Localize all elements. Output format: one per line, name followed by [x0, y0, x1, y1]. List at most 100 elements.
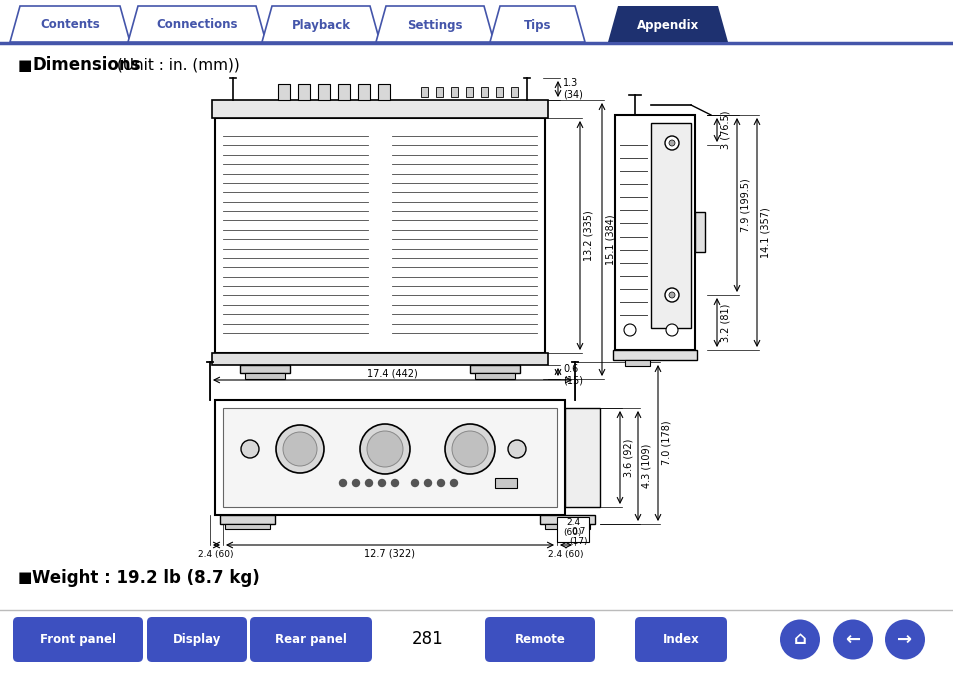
Circle shape	[832, 620, 872, 660]
Polygon shape	[490, 6, 584, 42]
Text: Tips: Tips	[523, 18, 551, 32]
Circle shape	[359, 424, 410, 474]
Polygon shape	[607, 6, 727, 42]
Text: ←: ←	[844, 631, 860, 649]
Bar	[615, 115, 695, 350]
Bar	[511, 87, 517, 97]
Circle shape	[664, 288, 679, 302]
Text: 17.4 (442): 17.4 (442)	[367, 368, 417, 378]
Bar	[557, 517, 588, 542]
Circle shape	[391, 479, 398, 487]
Circle shape	[452, 431, 488, 467]
Bar	[240, 365, 290, 373]
Circle shape	[437, 479, 444, 487]
Bar	[245, 373, 285, 379]
FancyBboxPatch shape	[635, 617, 726, 662]
Bar	[496, 87, 502, 97]
Circle shape	[780, 620, 820, 660]
Text: ■: ■	[18, 57, 32, 73]
Bar	[539, 515, 595, 524]
Circle shape	[339, 479, 346, 487]
Circle shape	[367, 431, 402, 467]
Circle shape	[241, 440, 258, 458]
Bar	[337, 84, 350, 100]
FancyBboxPatch shape	[147, 617, 247, 662]
Circle shape	[275, 425, 324, 473]
Bar	[695, 212, 704, 252]
Text: 0.7
(17): 0.7 (17)	[569, 527, 588, 546]
Bar	[317, 84, 330, 100]
Text: 7.9 (199.5): 7.9 (199.5)	[740, 178, 750, 232]
Circle shape	[283, 432, 316, 466]
Bar	[470, 365, 519, 373]
Bar	[377, 84, 390, 100]
Circle shape	[424, 479, 431, 487]
Text: 1.3
(34): 1.3 (34)	[562, 78, 582, 100]
Text: →: →	[897, 631, 912, 649]
Circle shape	[664, 136, 679, 150]
Text: Display: Display	[172, 633, 221, 646]
Text: 12.7 (322): 12.7 (322)	[364, 549, 416, 559]
Bar	[223, 408, 557, 507]
Text: Front panel: Front panel	[40, 633, 116, 646]
Bar	[650, 123, 690, 328]
Text: Rear panel: Rear panel	[274, 633, 347, 646]
Text: 7.0 (178): 7.0 (178)	[661, 421, 671, 465]
Text: 15.1 (384): 15.1 (384)	[605, 214, 616, 264]
Text: Weight : 19.2 lb (8.7 kg): Weight : 19.2 lb (8.7 kg)	[32, 569, 259, 587]
Circle shape	[378, 479, 385, 487]
Text: 281: 281	[412, 631, 443, 649]
Text: 2.4 (60): 2.4 (60)	[548, 549, 583, 559]
Bar	[465, 87, 473, 97]
Circle shape	[450, 479, 457, 487]
FancyBboxPatch shape	[250, 617, 372, 662]
Bar	[480, 87, 488, 97]
Text: 2.4
(60): 2.4 (60)	[563, 518, 581, 537]
Text: ■: ■	[18, 571, 32, 586]
Circle shape	[668, 140, 675, 146]
Bar	[495, 478, 517, 488]
Polygon shape	[10, 6, 130, 42]
Bar	[420, 87, 428, 97]
Text: Settings: Settings	[407, 18, 462, 32]
Bar	[214, 118, 544, 353]
Bar	[436, 87, 442, 97]
Circle shape	[623, 324, 636, 336]
Bar	[225, 524, 270, 529]
Polygon shape	[262, 6, 379, 42]
Bar	[220, 515, 274, 524]
Circle shape	[352, 479, 359, 487]
Text: 3 (76.5): 3 (76.5)	[720, 111, 730, 149]
Text: 3.6 (92): 3.6 (92)	[623, 438, 634, 476]
Bar	[212, 353, 547, 365]
Bar	[475, 373, 515, 379]
Polygon shape	[128, 6, 266, 42]
Circle shape	[668, 292, 675, 298]
Text: Playback: Playback	[292, 18, 350, 32]
Text: 13.2 (335): 13.2 (335)	[583, 210, 594, 261]
Text: 2.4 (60): 2.4 (60)	[198, 549, 233, 559]
Bar	[544, 524, 589, 529]
Text: (Unit : in. (mm)): (Unit : in. (mm))	[112, 57, 239, 73]
Bar	[214, 400, 564, 515]
Text: 14.1 (357): 14.1 (357)	[760, 207, 770, 258]
Bar	[613, 350, 697, 360]
Text: Remote: Remote	[514, 633, 565, 646]
Text: Contents: Contents	[40, 18, 100, 32]
Bar	[212, 100, 547, 118]
Circle shape	[884, 620, 924, 660]
Text: ⌂: ⌂	[793, 631, 805, 649]
Bar	[297, 84, 310, 100]
Text: 3.2 (81): 3.2 (81)	[720, 304, 730, 342]
Text: Index: Index	[662, 633, 699, 646]
Bar	[277, 84, 290, 100]
Circle shape	[411, 479, 418, 487]
Bar	[564, 408, 599, 507]
FancyBboxPatch shape	[13, 617, 143, 662]
Circle shape	[507, 440, 525, 458]
Bar	[451, 87, 457, 97]
Text: Connections: Connections	[156, 18, 237, 32]
Text: 0.6
(15): 0.6 (15)	[562, 364, 582, 386]
Circle shape	[444, 424, 495, 474]
FancyBboxPatch shape	[484, 617, 595, 662]
